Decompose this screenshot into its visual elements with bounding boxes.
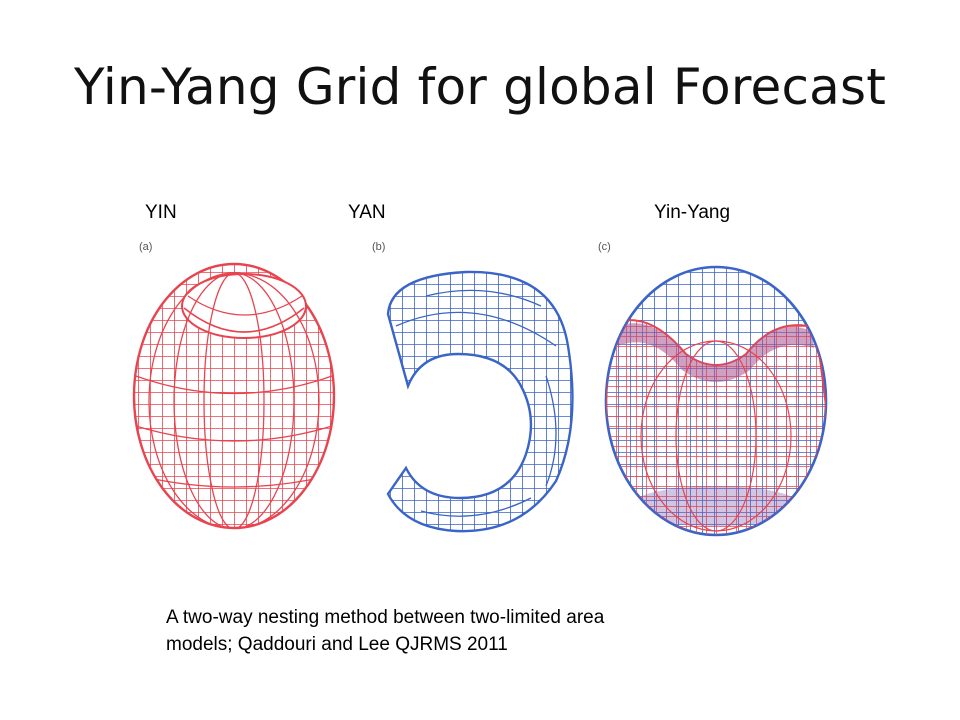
panel-letter-a: (a) (139, 241, 153, 253)
panel-label-yin-yang: Yin-Yang (654, 202, 731, 223)
panel-letter-c: (c) (598, 241, 611, 253)
slide-title: Yin-Yang Grid for global Forecast (73, 58, 887, 116)
yin-yang-combined-grid (604, 265, 828, 537)
yan-grid (386, 270, 574, 533)
panel-label-yin: YIN (145, 202, 177, 223)
caption-line-2: models; Qaddouri and Lee QJRMS 2011 (166, 634, 508, 655)
panel-label-yan: YAN (348, 202, 386, 223)
yin-yang-grid-figure (132, 262, 828, 537)
yin-grid (132, 262, 336, 530)
panel-letter-b: (b) (372, 241, 386, 253)
caption-line-1: A two-way nesting method between two-lim… (166, 607, 605, 628)
figure-caption: A two-way nesting method between two-lim… (166, 604, 786, 658)
